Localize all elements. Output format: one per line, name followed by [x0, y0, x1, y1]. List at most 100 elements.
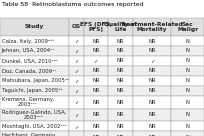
Text: ✓: ✓	[74, 58, 79, 63]
Text: N: N	[186, 124, 190, 129]
Text: Quality of
Life: Quality of Life	[104, 22, 137, 32]
Bar	[84, 121, 108, 131]
Bar	[0, 131, 69, 136]
Bar	[171, 76, 204, 86]
Text: N: N	[186, 48, 190, 53]
Bar	[84, 18, 108, 36]
Text: ✓: ✓	[74, 124, 79, 129]
Text: NR: NR	[148, 38, 156, 44]
Bar	[69, 96, 84, 109]
Bar	[171, 18, 204, 36]
Text: ✓: ✓	[74, 78, 79, 83]
Text: EFS (DFS,
PFS): EFS (DFS, PFS)	[80, 22, 112, 32]
Text: NR: NR	[92, 68, 100, 73]
Text: Study: Study	[25, 24, 44, 29]
Text: NR: NR	[117, 48, 124, 53]
Bar	[108, 46, 133, 56]
Bar	[108, 131, 133, 136]
Text: Matsubara, Japan, 2005⁸³: Matsubara, Japan, 2005⁸³	[2, 78, 69, 83]
Text: NR: NR	[117, 88, 124, 93]
Text: N: N	[186, 78, 190, 83]
Bar	[69, 121, 84, 131]
Text: Sec
Maligr: Sec Maligr	[177, 22, 198, 32]
Bar	[171, 96, 204, 109]
Bar	[133, 96, 171, 109]
Bar	[69, 18, 84, 36]
Text: Calza, Italy, 2009²³⁵: Calza, Italy, 2009²³⁵	[2, 38, 54, 44]
Bar	[84, 36, 108, 46]
Text: Table 58  Retinoblastoma outcomes reported: Table 58 Retinoblastoma outcomes reporte…	[2, 2, 144, 7]
Text: NR: NR	[148, 48, 156, 53]
Text: ✓: ✓	[74, 100, 79, 105]
Text: ✓: ✓	[74, 88, 79, 93]
Text: OS: OS	[72, 24, 81, 29]
Bar	[171, 46, 204, 56]
Bar	[133, 46, 171, 56]
Text: NR: NR	[92, 38, 100, 44]
Text: NR: NR	[117, 100, 124, 105]
Text: Herfrbarg, Germany,
2001²⁴¹: Herfrbarg, Germany, 2001²⁴¹	[2, 133, 57, 136]
Bar	[108, 56, 133, 66]
Text: ✓: ✓	[94, 58, 98, 63]
Bar	[84, 96, 108, 109]
Text: Dunkel, USA, 2010²⁴¹: Dunkel, USA, 2010²⁴¹	[2, 58, 57, 63]
Text: NR: NR	[148, 112, 156, 118]
Text: NR: NR	[117, 68, 124, 73]
Text: N: N	[186, 38, 190, 44]
Bar	[133, 66, 171, 76]
Bar	[108, 86, 133, 96]
Text: N: N	[186, 58, 190, 63]
Text: NR: NR	[92, 124, 100, 129]
Bar	[84, 76, 108, 86]
Bar	[133, 86, 171, 96]
Bar	[133, 121, 171, 131]
Bar	[108, 96, 133, 109]
Bar	[84, 109, 108, 121]
Text: Taguichi, Japan, 2005⁵³: Taguichi, Japan, 2005⁵³	[2, 88, 62, 93]
Bar	[69, 46, 84, 56]
Bar	[69, 56, 84, 66]
Text: NR: NR	[148, 135, 156, 136]
Text: NR: NR	[148, 78, 156, 83]
Text: Jehnan, USA, 2004²⁷: Jehnan, USA, 2004²⁷	[2, 48, 55, 53]
Bar	[69, 66, 84, 76]
Bar	[171, 131, 204, 136]
Bar	[69, 131, 84, 136]
Text: ✓: ✓	[74, 38, 79, 44]
Bar	[171, 86, 204, 96]
Text: Doz, Canada, 2009⁴⁷: Doz, Canada, 2009⁴⁷	[2, 68, 56, 73]
Text: Kremens, Germany,
2003²⁴⁷: Kremens, Germany, 2003²⁴⁷	[2, 97, 54, 107]
Bar	[84, 46, 108, 56]
Text: NR: NR	[148, 88, 156, 93]
Text: NR: NR	[92, 112, 100, 118]
Bar	[69, 76, 84, 86]
Bar	[84, 56, 108, 66]
Bar	[171, 56, 204, 66]
Text: NR: NR	[117, 58, 124, 63]
Bar	[108, 76, 133, 86]
Bar	[108, 18, 133, 36]
Text: NR: NR	[148, 124, 156, 129]
Bar	[84, 86, 108, 96]
Bar	[69, 86, 84, 96]
Text: Treatment-Related
Mortality: Treatment-Related Mortality	[121, 22, 183, 32]
Bar	[0, 121, 69, 131]
Bar	[133, 56, 171, 66]
Bar	[171, 36, 204, 46]
Bar	[0, 46, 69, 56]
Bar	[0, 36, 69, 46]
Text: NR: NR	[117, 135, 124, 136]
Text: Moshtaghi, USA, 2002²⁴⁰: Moshtaghi, USA, 2002²⁴⁰	[2, 124, 66, 129]
Bar	[69, 109, 84, 121]
Text: N: N	[186, 100, 190, 105]
Text: NR: NR	[117, 112, 124, 118]
Bar	[0, 56, 69, 66]
Text: NR: NR	[148, 68, 156, 73]
Text: NR: NR	[92, 78, 100, 83]
Bar	[84, 131, 108, 136]
Bar	[0, 76, 69, 86]
Text: NR: NR	[117, 78, 124, 83]
Text: NR: NR	[92, 100, 100, 105]
Text: NR: NR	[117, 124, 124, 129]
Bar	[133, 18, 171, 36]
